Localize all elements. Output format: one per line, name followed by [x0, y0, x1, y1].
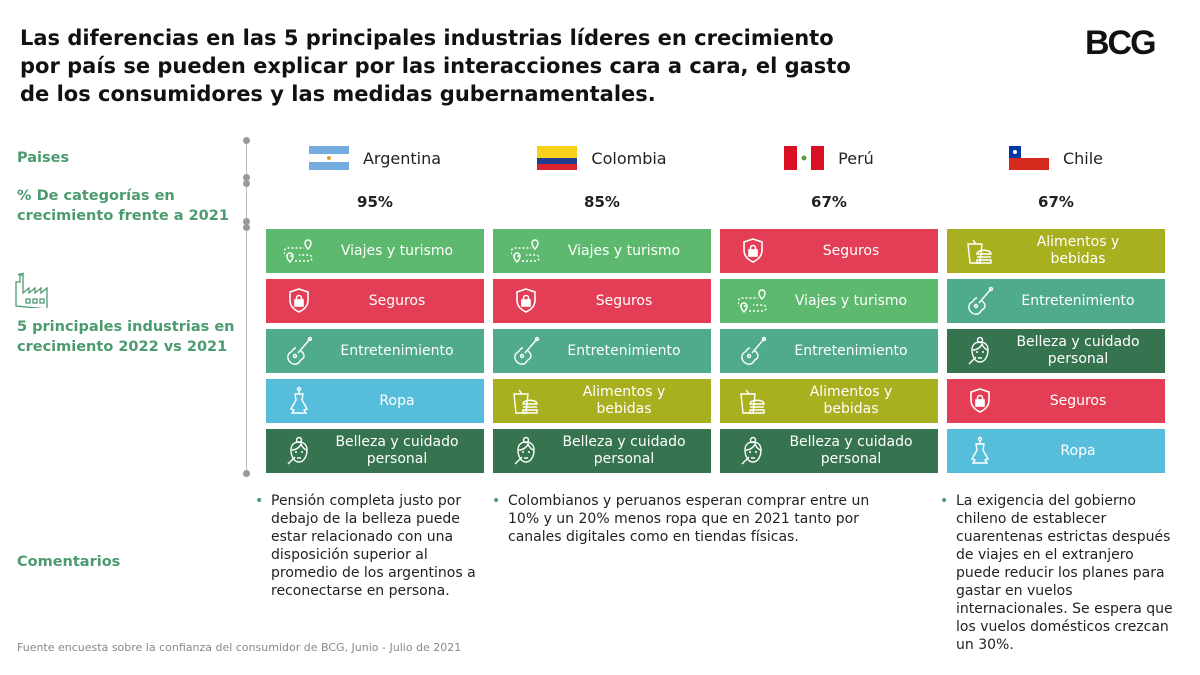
- growth-pct: 85%: [584, 193, 620, 211]
- comment-chile: La exigencia del gobierno chileno de est…: [940, 492, 1180, 654]
- country-column: Perú 67% Seguros Viajes y turismo Entreten…: [720, 145, 938, 473]
- country-column: Argentina 95% Viajes y turismo Seguros Ent…: [266, 145, 484, 473]
- factory-icon: [15, 272, 48, 308]
- label-comments: Comentarios: [17, 554, 121, 570]
- industry-label: Alimentos y bebidas: [1036, 234, 1120, 267]
- industry-tile: Ropa: [266, 379, 484, 423]
- industry-label: Seguros: [595, 292, 653, 309]
- industry-tile: Belleza y cuidado personal: [493, 429, 711, 473]
- country-name: Chile: [1062, 148, 1104, 168]
- growth-pct: 67%: [811, 193, 847, 211]
- industry-tile: Alimentos y bebidas: [720, 379, 938, 423]
- flag-icon: [537, 146, 578, 170]
- page-title: Las diferencias en las 5 principales ind…: [20, 26, 851, 106]
- divider-dot: [243, 224, 250, 231]
- industry-tile: Belleza y cuidado personal: [720, 429, 938, 473]
- industry-label: Entretenimiento: [794, 342, 908, 359]
- industry-label: Viajes y turismo: [567, 242, 681, 259]
- source-note: Fuente encuesta sobre la confianza del c…: [17, 641, 462, 654]
- country-name: Perú: [838, 148, 874, 168]
- industry-label: Belleza y cuidado personal: [789, 434, 913, 467]
- industry-label: Belleza y cuidado personal: [562, 434, 686, 467]
- industry-label: Ropa: [1060, 442, 1096, 459]
- industry-tile: Entretenimiento: [266, 329, 484, 373]
- industry-label: Alimentos y bebidas: [582, 384, 666, 417]
- industry-tile: Seguros: [947, 379, 1165, 423]
- industry-tile: Viajes y turismo: [720, 279, 938, 323]
- industry-label: Entretenimiento: [340, 342, 454, 359]
- industry-label: Viajes y turismo: [794, 292, 908, 309]
- industry-tile: Ropa: [947, 429, 1165, 473]
- divider-dot: [243, 218, 250, 225]
- industry-tile: Entretenimiento: [947, 279, 1165, 323]
- industry-tile: Entretenimiento: [720, 329, 938, 373]
- industry-label: Entretenimiento: [1021, 292, 1135, 309]
- industry-label: Seguros: [368, 292, 426, 309]
- growth-pct: 67%: [1038, 193, 1074, 211]
- divider-line: [246, 140, 247, 476]
- industry-tile: Viajes y turismo: [266, 229, 484, 273]
- label-top5: 5 principales industrias en crecimiento …: [17, 319, 235, 355]
- divider-dot: [243, 137, 250, 144]
- industry-tile: Belleza y cuidado personal: [266, 429, 484, 473]
- industry-label: Seguros: [1049, 392, 1107, 409]
- divider-dot: [243, 174, 250, 181]
- industry-label: Viajes y turismo: [340, 242, 454, 259]
- comment-colombia-peru: Colombianos y peruanos esperan comprar e…: [492, 492, 882, 546]
- country-name: Argentina: [362, 148, 442, 168]
- growth-pct: 95%: [357, 193, 393, 211]
- industry-tile: Seguros: [493, 279, 711, 323]
- country-column: Colombia 85% Viajes y turismo Seguros Entr…: [493, 145, 711, 473]
- label-pct: % De categorías en crecimiento frente a …: [17, 188, 229, 224]
- industry-label: Ropa: [379, 392, 415, 409]
- industry-tile: Entretenimiento: [493, 329, 711, 373]
- divider-dot: [243, 470, 250, 477]
- industry-tile: Viajes y turismo: [493, 229, 711, 273]
- industry-tile: Seguros: [266, 279, 484, 323]
- flag-icon: [1008, 146, 1049, 170]
- flag-icon: [784, 146, 825, 170]
- industry-label: Alimentos y bebidas: [809, 384, 893, 417]
- industry-tile: Alimentos y bebidas: [493, 379, 711, 423]
- label-countries: Paises: [17, 150, 70, 166]
- flag-icon: [308, 146, 349, 170]
- industry-label: Belleza y cuidado personal: [335, 434, 459, 467]
- industry-tile: Seguros: [720, 229, 938, 273]
- bcg-logo: BCG: [1085, 24, 1157, 62]
- industry-label: Entretenimiento: [567, 342, 681, 359]
- country-column: Chile 67% Alimentos y bebidas Entretenimi…: [947, 145, 1165, 473]
- country-name: Colombia: [591, 148, 667, 168]
- industry-label: Seguros: [822, 242, 880, 259]
- industry-tile: Belleza y cuidado personal: [947, 329, 1165, 373]
- industry-tile: Alimentos y bebidas: [947, 229, 1165, 273]
- divider-dot: [243, 180, 250, 187]
- comment-argentina: Pensión completa justo por debajo de la …: [255, 492, 485, 600]
- industry-label: Belleza y cuidado personal: [1016, 334, 1140, 367]
